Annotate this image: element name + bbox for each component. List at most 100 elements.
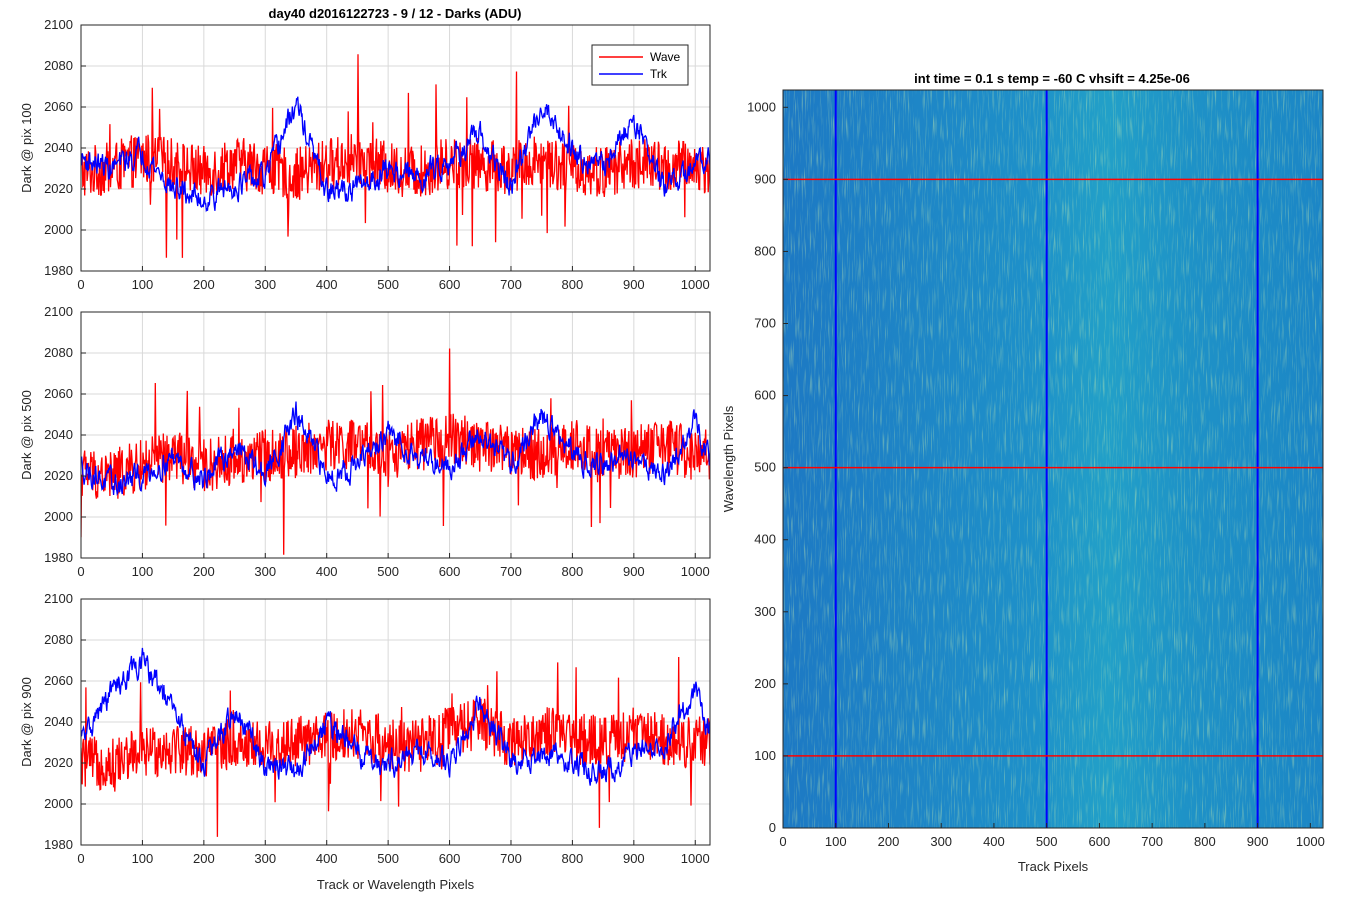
x-tick-label: 200	[193, 564, 215, 579]
y-tick-label: 2080	[44, 58, 73, 73]
plot-series	[81, 348, 710, 555]
x-axis-label: Track or Wavelength Pixels	[317, 877, 475, 892]
x-tick-label: 500	[1036, 834, 1058, 849]
x-tick-label: 100	[132, 851, 154, 866]
y-tick-label: 900	[754, 171, 776, 186]
y-tick-label: 100	[754, 748, 776, 763]
series-line-trk	[81, 647, 710, 786]
x-tick-label: 0	[77, 564, 84, 579]
x-tick-label: 500	[377, 277, 399, 292]
x-tick-label: 0	[77, 851, 84, 866]
y-tick-label: 2100	[44, 17, 73, 32]
line-plot-pix-500: 0 100 200 300 400 500 600 700 800 900 1000 1980 2000…	[19, 304, 711, 579]
legend-box	[591, 44, 689, 86]
heatmap-plot: int time = 0.1 s temp = -60 C vhsift = 4…	[721, 71, 1325, 874]
y-tick-label: 300	[754, 604, 776, 619]
y-tick-label: 1980	[44, 550, 73, 565]
x-tick-label: 400	[316, 277, 338, 292]
y-tick-label: 400	[754, 532, 776, 547]
x-tick-label: 900	[623, 277, 645, 292]
figure-title: day40 d2016122723 - 9 / 12 - Darks (ADU)	[269, 6, 522, 21]
y-tick-label: 2060	[44, 386, 73, 401]
y-tick-label: 600	[754, 388, 776, 403]
heatmap-axes-box	[782, 89, 1324, 829]
y-axis-label: Dark @ pix 900	[19, 677, 34, 767]
series-line-wave	[81, 348, 710, 555]
x-tick-label: 700	[500, 277, 522, 292]
marker-lines	[783, 90, 1323, 828]
y-axis-label: Dark @ pix 100	[19, 103, 34, 193]
y-tick-label: 1000	[747, 99, 776, 114]
x-tick-label: 700	[500, 851, 522, 866]
axis-ticks: 0 100 200 300 400 500 600 700 800 900 1000 1980 2000…	[44, 17, 710, 292]
x-tick-label: 600	[1089, 834, 1111, 849]
x-tick-label: 400	[316, 564, 338, 579]
y-tick-label: 200	[754, 676, 776, 691]
y-tick-label: 2060	[44, 673, 73, 688]
x-tick-label: 900	[623, 564, 645, 579]
x-tick-label: 600	[439, 851, 461, 866]
y-tick-label: 2080	[44, 632, 73, 647]
series-line-wave	[81, 656, 710, 837]
axis-ticks: 0 100 200 300 400 500 600 700 800 900 1000 1980 2000…	[44, 591, 710, 866]
y-tick-label: 2000	[44, 509, 73, 524]
x-tick-label: 800	[562, 277, 584, 292]
series-line-trk	[81, 96, 710, 213]
x-tick-label: 300	[254, 277, 276, 292]
heatmap-texture	[783, 90, 1323, 828]
y-tick-label: 2100	[44, 304, 73, 319]
y-tick-label: 2020	[44, 181, 73, 196]
x-tick-label: 700	[500, 564, 522, 579]
x-tick-label: 200	[193, 851, 215, 866]
x-tick-label: 600	[439, 564, 461, 579]
heatmap-title: int time = 0.1 s temp = -60 C vhsift = 4…	[914, 71, 1190, 86]
axis-ticks: 0 100 200 300 400 500 600 700 800 900 1000 1980 2000…	[44, 304, 710, 579]
y-tick-label: 2100	[44, 591, 73, 606]
x-tick-label: 0	[779, 834, 786, 849]
x-tick-label: 300	[254, 564, 276, 579]
y-tick-label: 1980	[44, 837, 73, 852]
y-tick-label: 800	[754, 243, 776, 258]
x-tick-label: 100	[825, 834, 847, 849]
legend: Wave Trk	[591, 44, 689, 86]
y-tick-label: 0	[769, 820, 776, 835]
y-tick-label: 2000	[44, 222, 73, 237]
x-tick-label: 400	[316, 851, 338, 866]
y-tick-label: 2080	[44, 345, 73, 360]
y-tick-label: 2060	[44, 99, 73, 114]
y-tick-label: 2000	[44, 796, 73, 811]
x-tick-label: 600	[439, 277, 461, 292]
x-tick-label: 800	[1194, 834, 1216, 849]
series-line-trk	[81, 401, 710, 496]
y-tick-label: 500	[754, 460, 776, 475]
plot-series	[81, 647, 710, 837]
plot-series	[81, 54, 710, 258]
x-tick-label: 1000	[681, 277, 710, 292]
y-tick-label: 2040	[44, 714, 73, 729]
x-tick-label: 100	[132, 277, 154, 292]
y-tick-label: 2040	[44, 427, 73, 442]
x-tick-label: 300	[930, 834, 952, 849]
line-plot-pix-900: 0 100 200 300 400 500 600 700 800 900 1000 1980 2000…	[19, 591, 711, 892]
axis-ticks: 0 100 200 300 400 500 600 700 800 900 1000 0 100 200 3…	[747, 99, 1325, 849]
x-tick-label: 800	[562, 564, 584, 579]
x-tick-label: 300	[254, 851, 276, 866]
legend-wave-label: Wave	[650, 50, 681, 64]
x-tick-label: 0	[77, 277, 84, 292]
y-tick-label: 2040	[44, 140, 73, 155]
heatmap-y-axis-label: Wavelength Pixels	[721, 405, 736, 512]
legend-trk-label: Trk	[650, 67, 668, 81]
x-tick-label: 900	[623, 851, 645, 866]
x-tick-label: 900	[1247, 834, 1269, 849]
x-tick-label: 200	[878, 834, 900, 849]
x-tick-label: 400	[983, 834, 1005, 849]
y-tick-label: 2020	[44, 468, 73, 483]
x-tick-label: 1000	[1296, 834, 1325, 849]
x-tick-label: 100	[132, 564, 154, 579]
y-axis-label: Dark @ pix 500	[19, 390, 34, 480]
heatmap-x-axis-label: Track Pixels	[1018, 859, 1089, 874]
x-tick-label: 700	[1141, 834, 1163, 849]
grid-lines	[80, 598, 710, 846]
x-tick-label: 1000	[681, 851, 710, 866]
